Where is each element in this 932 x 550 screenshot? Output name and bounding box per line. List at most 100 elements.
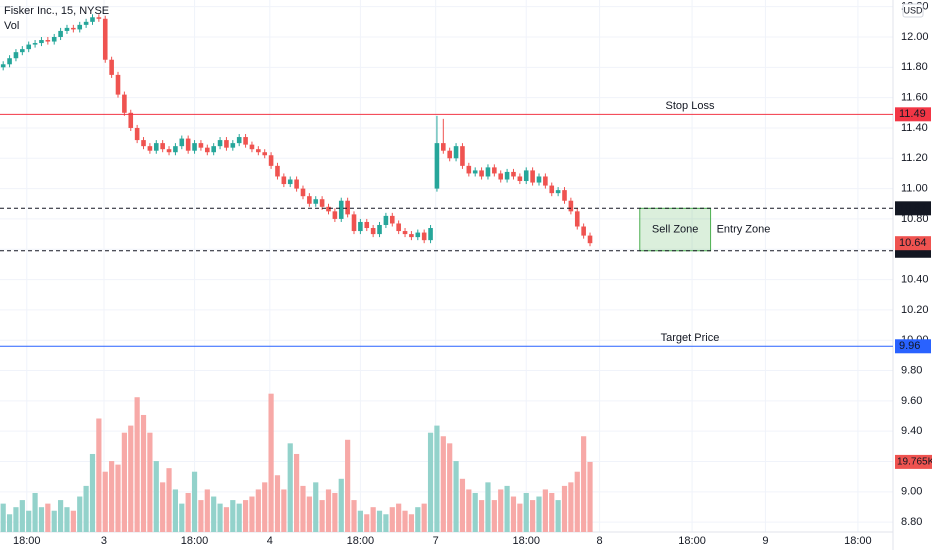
volume-bar — [96, 418, 102, 532]
volume-bar — [536, 496, 542, 532]
candle-body — [421, 232, 427, 241]
currency-label: USD — [903, 5, 923, 15]
candle-body — [211, 146, 216, 153]
candle-body — [300, 188, 306, 197]
candle-body — [453, 146, 459, 159]
candle-body — [517, 176, 523, 182]
volume-bar — [172, 489, 179, 532]
candle-body — [415, 232, 421, 238]
candle-body — [90, 17, 95, 22]
candle-body — [179, 138, 185, 147]
candle-body — [307, 196, 312, 204]
candle-body — [173, 146, 178, 153]
volume-bar — [364, 514, 370, 532]
candle-body — [434, 143, 440, 189]
candle-body — [268, 155, 274, 166]
volume-bar — [70, 510, 76, 532]
candle-body — [153, 143, 159, 151]
volume-bar — [249, 496, 255, 532]
candle-body — [256, 149, 261, 153]
last-price-label: 10.64 — [899, 237, 927, 249]
y-tick-label: 8.80 — [901, 516, 922, 528]
y-tick-label: 9.60 — [901, 395, 922, 407]
x-tick-label: 18:00 — [512, 535, 540, 547]
volume-bar — [581, 436, 587, 532]
volume-bar — [453, 461, 459, 532]
volume-bar — [147, 432, 153, 532]
volume-bar — [485, 482, 491, 532]
volume-bar — [109, 461, 115, 532]
candle-body — [530, 170, 535, 183]
volume-title: Vol — [4, 20, 19, 32]
volume-bar — [64, 507, 70, 532]
candle-body — [536, 176, 542, 183]
candle-body — [192, 143, 197, 151]
volume-bar — [351, 500, 357, 532]
volume-bar — [313, 482, 319, 532]
candle-body — [281, 176, 287, 185]
candle-body — [26, 44, 32, 50]
candle-body — [383, 215, 389, 225]
y-tick-label: 11.80 — [901, 61, 928, 73]
volume-bar — [472, 492, 478, 532]
x-tick-label: 18:00 — [844, 535, 872, 547]
volume-bar — [281, 489, 287, 532]
candle-body — [555, 190, 561, 194]
volume-bar — [32, 492, 38, 532]
level-tag — [895, 339, 931, 354]
y-tick-label: 11.60 — [901, 92, 928, 104]
volume-bar — [89, 453, 96, 532]
volume-bar — [26, 510, 32, 532]
candle-body — [262, 152, 268, 156]
volume-bar — [421, 503, 427, 532]
candle-body — [574, 211, 580, 227]
candle-body — [109, 59, 114, 75]
x-tick-label: 18:00 — [678, 535, 706, 547]
volume-bar — [294, 453, 300, 532]
volume-bar — [128, 425, 134, 532]
candle-body — [45, 40, 51, 42]
volume-bar — [274, 475, 281, 532]
volume-bar — [440, 436, 446, 532]
candle-body — [479, 170, 484, 177]
volume-bar — [332, 492, 338, 532]
volume-bar — [121, 432, 127, 532]
candle-body — [523, 170, 529, 182]
chart-title: Fisker Inc., 15, NYSE — [4, 5, 109, 17]
x-tick-label: 18:00 — [13, 535, 41, 547]
candle-body — [345, 200, 350, 215]
candle-body — [243, 137, 248, 145]
candle-body — [543, 176, 548, 186]
y-tick-label: 11.40 — [901, 122, 928, 134]
volume-bar — [542, 489, 548, 532]
volume-bar — [198, 500, 204, 532]
volume-bar — [115, 464, 121, 532]
volume-bar — [166, 468, 172, 532]
y-tick-label: 12.00 — [901, 31, 929, 43]
volume-bar — [287, 443, 293, 532]
y-tick-label: 9.40 — [901, 425, 922, 437]
candle-body — [71, 27, 76, 30]
volume-bar — [555, 500, 561, 532]
candle-body — [83, 21, 89, 25]
candle-body — [358, 221, 363, 232]
volume-bar — [262, 482, 268, 532]
candle-body — [351, 214, 357, 232]
level-tag — [895, 201, 931, 216]
candle-body — [472, 170, 478, 174]
candle-body — [377, 224, 382, 235]
candle-body — [224, 140, 229, 148]
volume-bar — [191, 471, 198, 532]
candle-body — [249, 144, 255, 150]
currency-box — [902, 3, 924, 18]
candle-body — [562, 190, 567, 201]
zone-label: Sell Zone — [652, 223, 698, 235]
volume-bar — [517, 503, 523, 532]
candle-body — [96, 17, 102, 19]
candle-body — [466, 165, 472, 174]
x-tick-label: 3 — [101, 535, 107, 547]
volume-bar — [255, 489, 261, 532]
level-tag-label: 10.87 — [899, 202, 927, 214]
